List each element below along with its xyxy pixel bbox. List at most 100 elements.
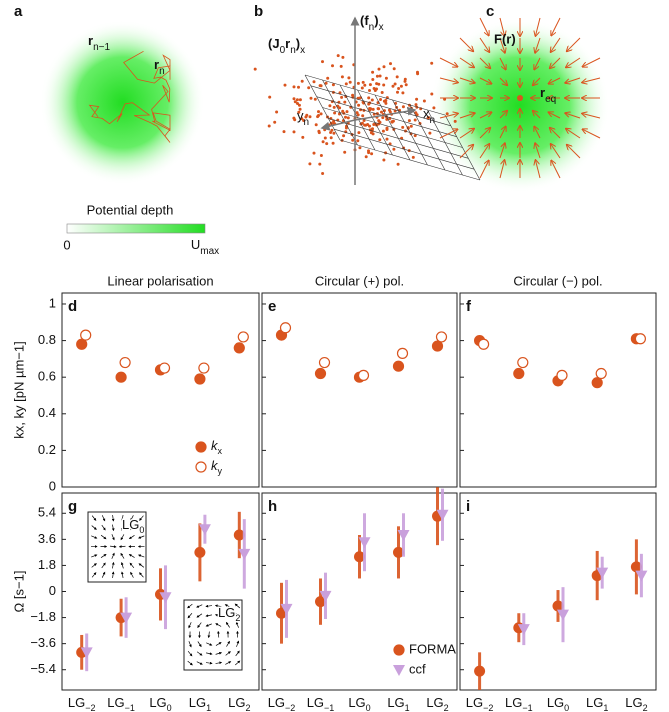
subscript: n xyxy=(290,45,296,56)
inset-arrow xyxy=(111,571,115,579)
label-r-prev: rn−1 xyxy=(88,33,110,53)
sample-point xyxy=(323,128,327,132)
force-arrow xyxy=(439,114,458,119)
data-point xyxy=(158,362,171,374)
sample-point xyxy=(331,83,335,87)
force-arrow xyxy=(459,37,473,51)
force-arrow xyxy=(567,145,581,159)
sample-point xyxy=(370,98,374,102)
inset-arrow xyxy=(235,660,241,666)
force-arrow xyxy=(459,57,474,67)
inset-arrow xyxy=(225,661,232,665)
legend-swatch xyxy=(393,644,405,656)
x-tick-label: LG−1 xyxy=(505,695,533,712)
data-point xyxy=(630,561,642,573)
inset-arrow xyxy=(91,572,97,578)
force-arrow xyxy=(499,37,505,53)
sample-point xyxy=(357,131,361,135)
grid-sheet xyxy=(334,128,475,170)
sample-point xyxy=(332,105,336,109)
data-point xyxy=(436,509,449,521)
inset-arrow xyxy=(91,535,98,539)
inset-arrow xyxy=(91,554,98,558)
subscript: x xyxy=(300,45,305,56)
text-part: y xyxy=(297,108,304,123)
sample-point xyxy=(361,80,365,84)
data-point xyxy=(393,546,404,558)
y-tick-label: 5.4 xyxy=(38,505,56,520)
inset-arrow xyxy=(217,630,220,638)
sample-point xyxy=(413,134,417,138)
subscript: x xyxy=(379,22,384,33)
inset-arrow xyxy=(120,524,124,532)
subscript: n xyxy=(430,115,436,126)
text-part: U xyxy=(191,237,200,252)
data-point xyxy=(198,362,210,374)
data-point xyxy=(552,600,564,612)
sample-point xyxy=(273,120,277,124)
sample-point xyxy=(332,131,336,135)
inset-arrow xyxy=(111,514,115,522)
sample-point xyxy=(330,128,334,132)
sample-point xyxy=(391,84,395,88)
data-point xyxy=(80,329,92,341)
inset-arrow xyxy=(224,604,231,608)
legend-swatch xyxy=(195,441,207,453)
text-part: r xyxy=(540,85,545,100)
panel-frame xyxy=(61,292,260,488)
legend-label: ky xyxy=(211,458,223,476)
sample-point xyxy=(293,118,297,122)
sample-point xyxy=(312,151,316,155)
x-tick-label: LG−2 xyxy=(68,695,96,712)
sample-point xyxy=(344,115,347,119)
sample-point xyxy=(338,106,342,110)
x-tick-label: LG−2 xyxy=(466,695,494,712)
inset-arrow xyxy=(138,563,145,568)
data-point xyxy=(397,530,410,542)
grid-sheet xyxy=(328,118,469,159)
sample-point xyxy=(371,127,374,131)
inset-label: LG0 xyxy=(122,517,144,535)
subscript: n xyxy=(304,117,310,128)
inset-arrow xyxy=(120,552,125,559)
panel-letter: g xyxy=(68,498,77,515)
sample-point xyxy=(385,128,389,131)
equilibrium xyxy=(517,95,523,101)
y-tick-label: 3.6 xyxy=(38,531,56,546)
sample-point xyxy=(314,123,318,127)
sample-point xyxy=(413,118,417,122)
inset-arrow xyxy=(205,614,213,618)
sample-point xyxy=(389,62,392,66)
force-arrow xyxy=(479,112,491,119)
inset-arrow xyxy=(139,515,144,521)
force-arrow xyxy=(459,113,475,119)
sample-point xyxy=(351,93,355,97)
data-point xyxy=(435,331,448,343)
sample-point xyxy=(368,83,372,87)
sample-point xyxy=(341,109,345,113)
sample-point xyxy=(364,155,368,159)
sample-point xyxy=(401,125,405,129)
data-point xyxy=(319,590,332,602)
column-title: Linear polarisation xyxy=(107,273,213,288)
sample-point xyxy=(372,123,376,126)
sample-point xyxy=(430,61,434,65)
grid-sheet xyxy=(310,85,451,127)
y-axis-label: kx, ky [pN µm−1] xyxy=(11,341,26,438)
sample-point xyxy=(378,138,382,142)
data-point xyxy=(115,371,127,383)
inset-arrow xyxy=(139,572,144,578)
y-tick-label: 0.4 xyxy=(38,405,56,420)
grid-sheet xyxy=(316,96,457,137)
force-arrow xyxy=(459,129,474,139)
sample-point xyxy=(340,75,344,79)
sample-point xyxy=(325,142,329,146)
force-arrow xyxy=(499,17,505,36)
sample-point xyxy=(409,124,413,128)
y-tick-label: 0 xyxy=(49,478,56,493)
sample-point xyxy=(401,105,405,109)
sample-point xyxy=(379,98,382,101)
force-arrow xyxy=(535,143,541,159)
sample-point xyxy=(317,131,321,135)
subscript: max xyxy=(200,246,219,257)
